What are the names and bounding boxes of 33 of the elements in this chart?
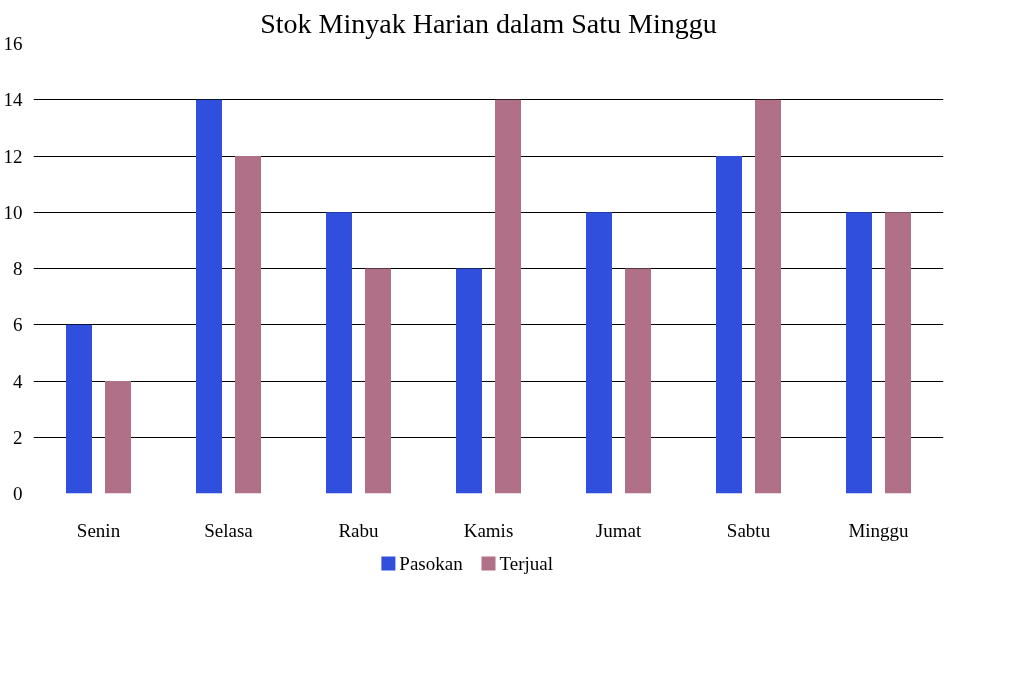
x-tick-label: Senin bbox=[76, 519, 121, 541]
bar bbox=[586, 212, 612, 494]
bar bbox=[196, 99, 222, 494]
y-tick-label: 14 bbox=[3, 89, 23, 111]
bar bbox=[716, 156, 742, 494]
y-tick-label: 6 bbox=[13, 314, 23, 336]
bar bbox=[235, 156, 261, 494]
bar bbox=[326, 212, 352, 494]
x-tick-label: Sabtu bbox=[726, 519, 771, 541]
bar bbox=[365, 268, 391, 494]
y-tick-label: 8 bbox=[13, 258, 23, 279]
bar bbox=[846, 212, 872, 494]
chart-title: Stok Minyak Harian dalam Satu Minggu bbox=[260, 7, 717, 39]
bar bbox=[105, 381, 131, 494]
bar bbox=[885, 212, 911, 494]
legend-label: Terjual bbox=[499, 553, 553, 574]
bar bbox=[625, 268, 651, 494]
y-tick-label: 0 bbox=[13, 483, 23, 504]
x-tick-label: Rabu bbox=[338, 519, 380, 541]
bar bbox=[755, 99, 781, 494]
x-tick-label: Minggu bbox=[848, 519, 910, 541]
bar bbox=[456, 268, 482, 494]
legend-label: Pasokan bbox=[399, 553, 464, 574]
y-tick-label: 16 bbox=[3, 33, 23, 54]
bar bbox=[66, 324, 92, 494]
x-tick-label: Selasa bbox=[204, 519, 254, 541]
y-tick-label: 2 bbox=[13, 426, 23, 448]
x-tick-label: Kamis bbox=[463, 519, 514, 541]
x-tick-label: Jumat bbox=[595, 519, 642, 541]
bar bbox=[495, 99, 521, 494]
y-tick-label: 10 bbox=[3, 201, 23, 223]
y-tick-label: 4 bbox=[13, 370, 23, 392]
y-tick-label: 12 bbox=[3, 145, 23, 167]
